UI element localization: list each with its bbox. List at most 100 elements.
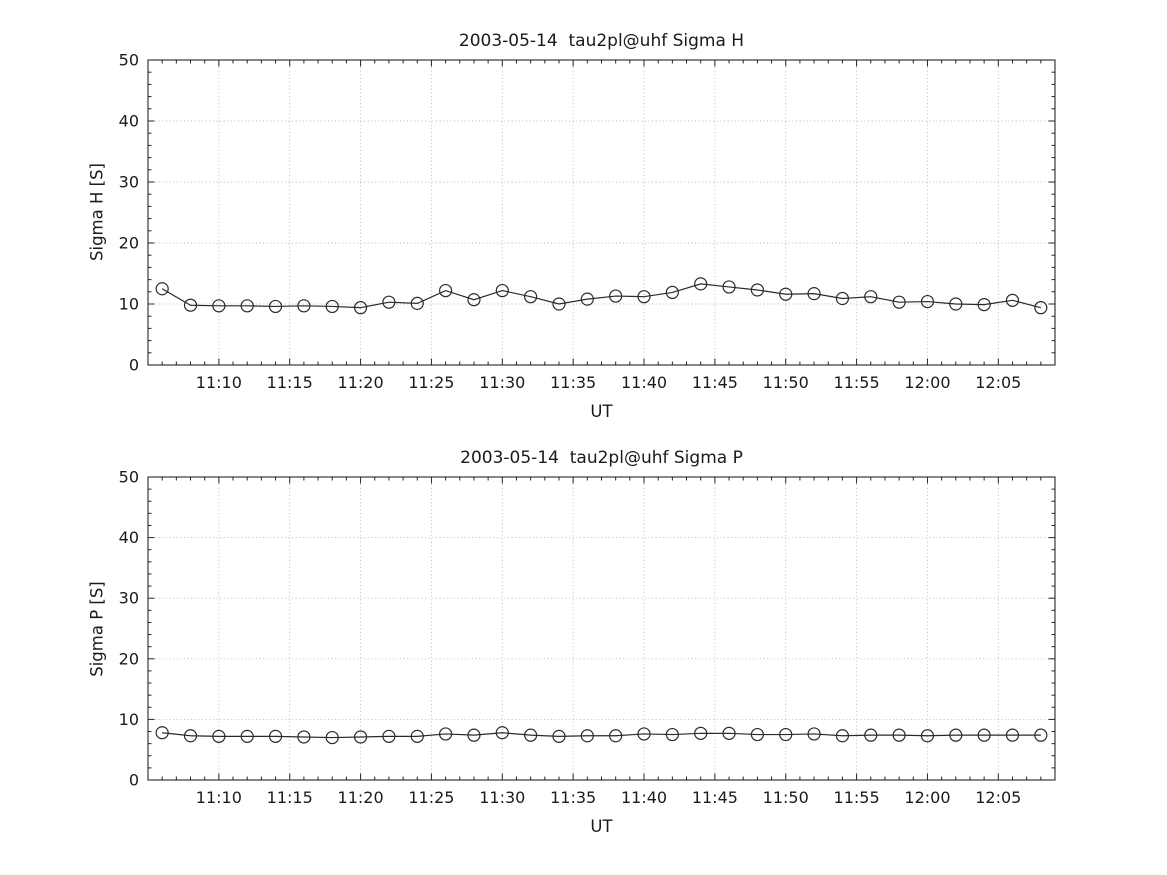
x-tick-label: 11:10: [196, 788, 242, 807]
data-point: [722, 726, 736, 740]
data-point: [297, 730, 311, 744]
data-point: [864, 290, 878, 304]
y-tick-label: 0: [129, 356, 139, 375]
x-axis-label-ut-bottom: UT: [590, 817, 613, 836]
x-tick-label: 11:20: [338, 373, 384, 392]
plot-sigma-p: 11:10 11:15 11:20 11:25 11:30 11:35 11:40 11:45…: [119, 468, 1056, 807]
x-tick-label: 12:00: [904, 373, 950, 392]
data-point: [722, 280, 736, 294]
data-point: [268, 729, 283, 743]
data-point: [750, 727, 764, 742]
x-tick-label: 11:30: [479, 788, 525, 807]
x-tick-label: 11:25: [408, 373, 454, 392]
data-point: [410, 296, 424, 310]
data-point: [155, 726, 169, 740]
data-point: [524, 290, 538, 304]
data-point: [240, 729, 254, 743]
data-point: [1005, 293, 1020, 307]
data-point: [240, 299, 254, 313]
data-point: [439, 727, 453, 741]
data-point: [977, 298, 991, 312]
data-point: [835, 729, 850, 743]
plot-border: [147, 59, 1056, 366]
data-point: [524, 728, 538, 742]
data-point: [694, 277, 708, 291]
data-point: [183, 729, 198, 743]
y-tick-label: 20: [119, 234, 139, 253]
x-tick-label: 11:35: [550, 373, 596, 392]
data-point: [920, 294, 935, 309]
x-tick-label: 11:55: [834, 788, 880, 807]
data-point: [1005, 728, 1020, 742]
data-point: [920, 729, 935, 743]
x-tick-label: 11:25: [408, 788, 454, 807]
chart-title-sigma-p: 2003-05-14 tau2pl@uhf Sigma P: [460, 448, 743, 468]
x-tick-label: 11:15: [267, 788, 313, 807]
x-tick-label: 12:05: [975, 373, 1021, 392]
y-tick-label: 0: [129, 771, 139, 790]
y-tick-label: 40: [119, 528, 139, 547]
data-point: [609, 729, 623, 743]
data-point: [609, 289, 623, 303]
data-point: [183, 298, 198, 312]
data-point: [977, 728, 991, 742]
x-tick-label: 11:20: [338, 788, 384, 807]
x-tick-label: 11:40: [621, 788, 667, 807]
x-tick-label: 11:45: [692, 373, 738, 392]
y-tick-label: 30: [119, 589, 139, 608]
data-point: [892, 728, 906, 742]
data-point: [750, 283, 764, 297]
y-axis-label-sigma-p: Sigma P [S]: [87, 581, 107, 677]
data-point: [439, 283, 453, 298]
data-point: [665, 285, 679, 300]
data-point: [779, 727, 793, 742]
data-point: [637, 290, 651, 304]
x-tick-label: 11:55: [834, 373, 880, 392]
data-point: [268, 299, 283, 314]
data-point: [495, 726, 509, 740]
data-point: [495, 283, 509, 298]
data-point: [212, 729, 226, 743]
x-tick-label: 11:10: [196, 373, 242, 392]
y-tick-label: 40: [119, 112, 139, 131]
data-line: [162, 732, 1041, 739]
y-tick-label: 20: [119, 649, 139, 668]
data-point: [325, 299, 339, 314]
data-point: [580, 292, 594, 306]
data-point: [1034, 301, 1048, 315]
y-tick-label: 50: [119, 51, 139, 70]
data-point: [467, 293, 481, 307]
data-point: [665, 727, 679, 742]
y-tick-label: 10: [119, 710, 139, 729]
data-point: [212, 299, 226, 313]
x-tick-label: 11:45: [692, 788, 738, 807]
data-point: [353, 730, 368, 744]
data-point: [410, 729, 424, 743]
data-point: [779, 287, 793, 301]
data-point: [325, 730, 339, 745]
y-tick-label: 30: [119, 173, 139, 192]
data-point: [949, 728, 963, 742]
data-point: [637, 727, 651, 741]
data-point: [353, 301, 368, 315]
data-point: [382, 295, 396, 309]
plot-sigma-h: 11:10 11:15 11:20 11:25 11:30 11:35 11:40 11:45…: [119, 51, 1056, 392]
y-tick-label: 10: [119, 295, 139, 314]
data-point: [807, 727, 821, 741]
data-point: [382, 729, 396, 743]
data-point: [580, 729, 594, 743]
x-tick-label: 11:15: [267, 373, 313, 392]
x-tick-label: 11:30: [479, 373, 525, 392]
data-point: [949, 297, 963, 311]
x-tick-label: 11:40: [621, 373, 667, 392]
data-point: [864, 728, 878, 742]
x-tick-label: 11:50: [763, 788, 809, 807]
x-tick-label: 12:05: [975, 788, 1021, 807]
chart-title-sigma-h: 2003-05-14 tau2pl@uhf Sigma H: [458, 31, 745, 51]
data-point: [694, 726, 708, 740]
data-point: [552, 297, 566, 311]
data-point: [892, 295, 906, 309]
data-point: [807, 287, 821, 301]
